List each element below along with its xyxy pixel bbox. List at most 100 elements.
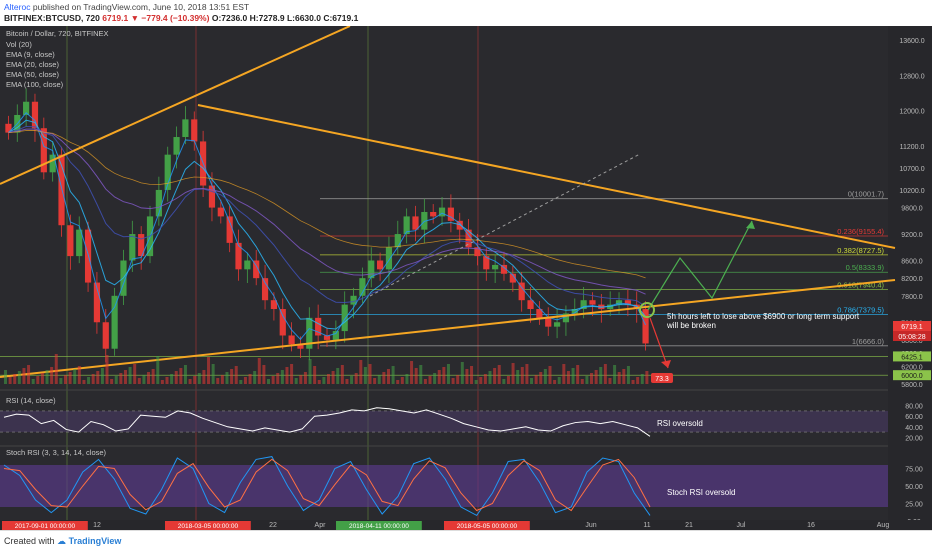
trading-chart[interactable]: 0(10001.7) 0.236(9155.4) 0.382(8727.5) 0.5(… xyxy=(0,26,932,530)
price-tick: 9200.0 xyxy=(901,232,923,239)
candle-body xyxy=(553,322,561,327)
volume-bar xyxy=(280,370,284,384)
candle-body xyxy=(341,304,348,332)
fib-label-0: 0(10001.7) xyxy=(848,190,885,199)
volume-bar xyxy=(617,372,621,384)
stoch-band xyxy=(0,465,888,507)
volume-bar xyxy=(474,380,478,384)
main-annotation-line2: will be broken xyxy=(666,321,716,330)
candle-body xyxy=(332,331,339,340)
candle-body xyxy=(102,322,109,349)
legend-ema100: EMA (100, close) xyxy=(6,80,64,89)
volume-bar xyxy=(456,375,460,384)
author-link[interactable]: Alteroc xyxy=(4,2,31,12)
volume-bar xyxy=(497,365,501,384)
volume-bar xyxy=(147,372,151,384)
candle-body xyxy=(509,273,516,283)
descending-resistance xyxy=(197,104,896,249)
support-price-label: 6425.1 xyxy=(901,354,923,361)
volume-bar xyxy=(640,374,644,384)
candle-body xyxy=(253,260,260,279)
time-tick: 21 xyxy=(685,522,693,529)
candle-body xyxy=(385,247,393,270)
volume-bar xyxy=(82,380,86,384)
volume-bar xyxy=(437,370,441,384)
volume-bar xyxy=(73,369,77,384)
time-tick: 12 xyxy=(93,522,101,529)
bullish-projection xyxy=(647,220,753,311)
volume-bar xyxy=(299,375,303,384)
volume-bar xyxy=(405,374,409,384)
fib-label-6: 1(6666.0) xyxy=(852,337,885,346)
main-annotation-line1: 5h hours left to lose above $6900 or lon… xyxy=(667,312,860,321)
candle-body xyxy=(93,282,101,323)
volume-bar xyxy=(428,376,432,384)
volume-bar xyxy=(317,380,321,384)
volume-bar xyxy=(322,377,326,384)
volume-bar xyxy=(336,368,340,384)
trendlines xyxy=(0,26,896,378)
candle-body xyxy=(474,247,481,257)
volume-bar xyxy=(626,366,630,384)
volume-bar xyxy=(373,378,377,384)
volume-bar xyxy=(433,373,437,384)
volume-bar xyxy=(267,379,271,384)
support-price-label-bg xyxy=(893,351,931,362)
candle-body xyxy=(261,278,269,301)
volume-bar xyxy=(470,366,474,384)
candle-body xyxy=(624,300,631,305)
ema100-line xyxy=(8,128,646,295)
candle-body xyxy=(49,154,56,173)
volume-bar xyxy=(645,371,649,384)
time-tick: 22 xyxy=(269,522,277,529)
candle-body xyxy=(545,317,552,327)
rsi-tick: 60.00 xyxy=(905,414,923,421)
volume-bar xyxy=(225,372,229,384)
volume-bar xyxy=(331,371,335,384)
volume-badge-text: 73.3 xyxy=(655,376,669,383)
volume-bar xyxy=(50,367,54,384)
volume-bar xyxy=(414,368,418,384)
volume-bar xyxy=(22,368,26,384)
price-axis-area[interactable] xyxy=(888,26,932,530)
volume-bar xyxy=(248,374,252,384)
publish-text: published on TradingView.com, June 10, 2… xyxy=(32,2,250,12)
candle-body xyxy=(500,264,508,274)
price-tick: 6800.0 xyxy=(901,338,923,345)
rsi-tick: 20.00 xyxy=(905,435,923,442)
volume-bar xyxy=(211,364,215,384)
price-tick: 5800.0 xyxy=(901,382,923,389)
tradingview-brand[interactable]: TradingView xyxy=(68,536,122,546)
volume-bar xyxy=(423,379,427,384)
candle-body xyxy=(518,282,525,301)
tradingview-logo-icon: ☁ xyxy=(57,536,67,546)
dashed-channel xyxy=(369,153,641,297)
candle-body xyxy=(67,225,74,257)
countdown-label: 05:08:28 xyxy=(898,334,925,341)
stoch-d-line xyxy=(3,458,651,512)
rsi-band xyxy=(0,410,888,433)
price-tick: 8200.0 xyxy=(901,276,923,283)
candle-body xyxy=(589,300,596,305)
volume-bar xyxy=(96,371,100,384)
time-tick: Jul xyxy=(737,522,746,529)
symbol-info: BITFINEX:BTCUSD, 720 6719.1 ▼ −779.4 (−1… xyxy=(4,13,358,23)
price-tick: 9800.0 xyxy=(901,206,923,213)
candle-body xyxy=(297,344,304,349)
volume-bar xyxy=(243,377,247,384)
volume-bar xyxy=(363,367,367,384)
volume-bar xyxy=(396,380,400,384)
volume-bar xyxy=(17,371,21,384)
volume-bar xyxy=(174,371,178,384)
candle-body xyxy=(323,335,331,340)
price-tick: 10700.0 xyxy=(899,166,924,173)
candle-body xyxy=(155,189,162,217)
volume-bar xyxy=(313,366,317,384)
candle-body xyxy=(465,229,472,248)
candle-body xyxy=(58,154,65,226)
time-highlight-bg xyxy=(444,521,530,530)
candle-body xyxy=(315,317,322,336)
volume-bar xyxy=(580,379,584,384)
candle-body xyxy=(527,300,534,310)
volume-bar xyxy=(548,366,552,384)
